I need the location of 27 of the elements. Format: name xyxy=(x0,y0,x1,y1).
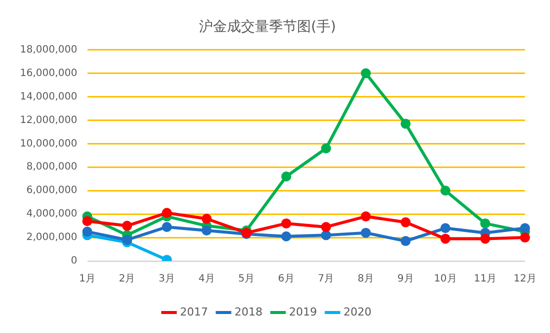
y-tick-label: 2,000,000 xyxy=(26,232,78,244)
x-tick-label: 12月 xyxy=(514,274,536,285)
y-tick-label: 18,000,000 xyxy=(20,44,78,56)
x-tick-label: 11月 xyxy=(474,274,497,285)
y-tick-label: 0 xyxy=(70,256,78,267)
x-tick-label: 10月 xyxy=(434,274,457,285)
y-tick-label: 6,000,000 xyxy=(26,185,78,196)
y-tick-label: 4,000,000 xyxy=(26,208,78,220)
x-tick-label: 8月 xyxy=(358,274,374,285)
y-tick-label: 8,000,000 xyxy=(26,162,78,173)
y-tick-label: 10,000,000 xyxy=(20,138,78,150)
x-tick-label: 4月 xyxy=(198,274,215,285)
x-tick-label: 2月 xyxy=(118,274,136,285)
legend-label: 2018 xyxy=(234,305,263,318)
y-tick-label: 16,000,000 xyxy=(20,68,78,79)
legend-label: 2020 xyxy=(343,305,372,318)
legend-label: 2017 xyxy=(180,305,208,318)
y-tick-label: 14,000,000 xyxy=(20,91,78,102)
x-tick-label: 5月 xyxy=(238,274,255,285)
legend-label: 2019 xyxy=(289,305,317,318)
x-tick-label: 6月 xyxy=(278,274,294,285)
x-tick-label: 9月 xyxy=(397,274,414,285)
y-tick-label: 12,000,000 xyxy=(20,114,78,126)
x-tick-label: 7月 xyxy=(318,274,334,285)
x-tick-label: 1月 xyxy=(79,274,96,285)
chart-title: 沪金成交量季节图(手) xyxy=(199,19,336,36)
x-tick-label: 3月 xyxy=(158,274,176,285)
